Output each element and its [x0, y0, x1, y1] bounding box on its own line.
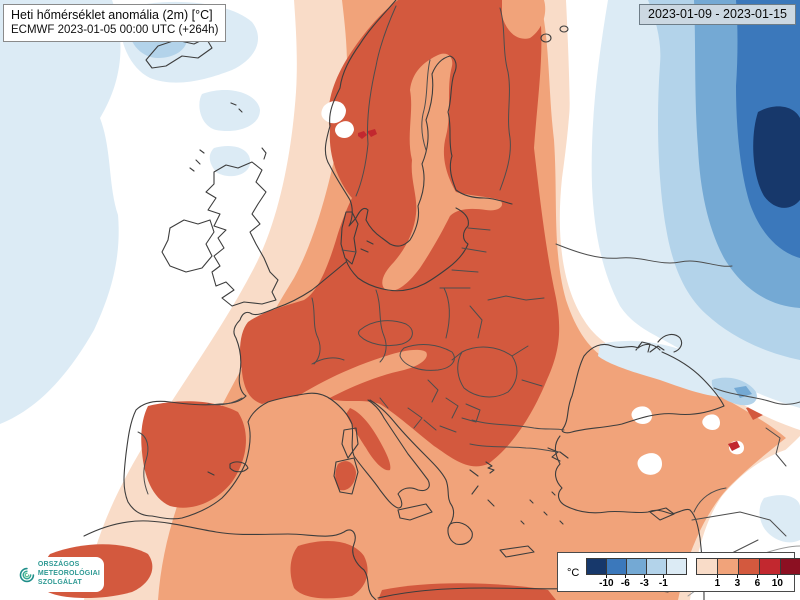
coastline-ireland	[161, 219, 215, 273]
coastline-black-sea	[561, 333, 725, 434]
legend-tick-label: 6	[754, 578, 761, 589]
omsz-logo-line2: METEOROLÓGIAI	[37, 570, 100, 578]
legend-tick-mark	[644, 575, 646, 578]
coastline-baltic	[345, 207, 469, 292]
coastline-lakes	[540, 25, 569, 43]
legend-swatch-pos4	[780, 559, 800, 574]
legend-swatch-pos0	[697, 559, 718, 574]
map-region-alps-lighter	[298, 349, 427, 405]
legend-tick-label: -10	[599, 578, 614, 589]
legend-negative-scale: -10 -6 -3 -1	[586, 558, 688, 590]
map-run-info: ECMWF 2023-01-05 00:00 UTC (+264h)	[11, 24, 219, 37]
legend-tick-label: 10	[771, 578, 783, 589]
map-region-warm-3-6-iberia	[141, 401, 246, 508]
map-title-box: Heti hőmérséklet anomália (2m) [°C] ECMW…	[3, 4, 227, 43]
coastline-mediterranean-islands	[207, 427, 564, 558]
legend-tick-label: -3	[639, 578, 649, 589]
coastline-marmara	[547, 447, 569, 462]
legend-tick-label: -6	[620, 578, 630, 589]
legend-tick-mark	[606, 575, 608, 578]
omsz-logo-line3: SZOLGÁLAT	[37, 578, 82, 586]
coastlines	[83, 0, 800, 600]
map-title: Heti hőmérséklet anomália (2m) [°C]	[11, 8, 213, 22]
legend-tick-mark	[717, 575, 719, 578]
map-region-cold-below-10	[753, 106, 800, 208]
legend-swatch-neg4	[587, 559, 607, 574]
omsz-logo: ORSZÁGOS METEOROLÓGIAI SZOLGÁLAT	[15, 557, 104, 592]
legend-positive-scale: 1 3 6 10	[696, 558, 800, 590]
legend-unit-label: °C	[567, 567, 580, 579]
legend-swatch-pos2	[738, 559, 760, 574]
legend-swatch-neg0	[666, 559, 687, 574]
map-region-baltic-sea-lighter	[382, 53, 503, 291]
legend-swatch-pos1	[717, 559, 739, 574]
legend-tick-mark	[737, 575, 739, 578]
color-scale-legend: °C -10 -6 -3 -1 1 3 6 10	[557, 552, 800, 592]
legend-tick-mark	[663, 575, 665, 578]
omsz-logo-text: ORSZÁGOS METEOROLÓGIAI SZOLGÁLAT	[38, 561, 100, 587]
coastline-turkey-levant	[554, 435, 705, 600]
legend-swatch-neg3	[606, 559, 627, 574]
coastline-west-europe-iberia-italy	[123, 261, 430, 520]
omsz-logo-line1: ORSZÁGOS	[37, 561, 80, 569]
map-region-cold-anomaly-east	[566, 0, 800, 600]
coastline-adriatic-greece	[369, 399, 495, 545]
map-region-warm-anomaly	[42, 0, 800, 600]
legend-swatch-neg1	[646, 559, 667, 574]
coastline-great-britain	[189, 149, 279, 307]
legend-swatch-pos3	[759, 559, 781, 574]
country-borders	[137, 5, 800, 559]
coastline-islands-north	[230, 102, 267, 160]
map-hot-spots	[358, 129, 377, 139]
legend-tick-mark	[625, 575, 627, 578]
coastline-denmark	[340, 211, 374, 265]
omsz-spiral-icon	[19, 567, 35, 582]
valid-period-box: 2023-01-09 - 2023-01-15	[639, 4, 796, 25]
legend-tick-label: 1	[714, 578, 721, 589]
legend-tick-mark	[777, 575, 779, 578]
legend-tick-mark	[757, 575, 759, 578]
legend-tick-label: 3	[734, 578, 741, 589]
legend-swatch-neg2	[626, 559, 647, 574]
legend-tick-label: -1	[658, 578, 668, 589]
coastline-scandinavia	[324, 0, 513, 247]
